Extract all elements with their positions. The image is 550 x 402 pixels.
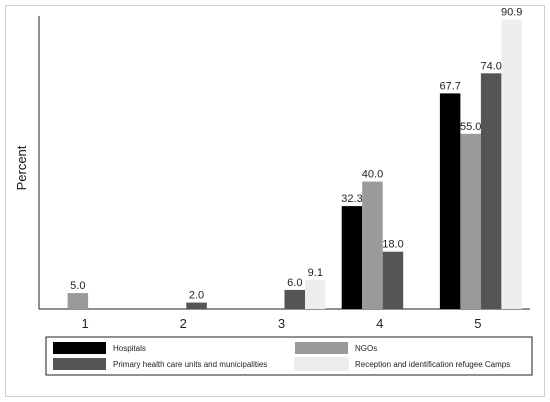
value-label: 90.9 <box>501 7 522 19</box>
legend-box <box>45 336 533 376</box>
bars-group <box>67 19 522 310</box>
value-labels-group: 5.0 2.0 6.0 9.1 32.340.0 18.0 67.7 55.0 74.0 90.9 <box>70 7 522 302</box>
legend-swatch <box>53 342 106 354</box>
legend-label: Primary health care units and municipali… <box>113 360 267 369</box>
bar-chart: Percent 5.02.06.09.132.340.018.067.755.0… <box>14 7 533 376</box>
value-label: 74.0 <box>480 60 501 72</box>
value-label: 18.0 <box>382 239 403 251</box>
bar-3-cat-2 <box>186 302 207 309</box>
bar-3-cat-4 <box>382 251 404 309</box>
value-label: 9.1 <box>308 267 323 279</box>
value-label: 40.0 <box>362 169 383 181</box>
chart-frame: Percent 5.0 2.0 6.0 9.1 32.3 40.0 18.0 67.7 55.0… <box>5 5 545 397</box>
x-tick-label: 3 <box>278 316 285 331</box>
legend-swatch <box>294 357 349 371</box>
bar-2-cat-5 <box>460 133 481 309</box>
legend-label: Hospitals <box>113 344 146 353</box>
bar-2-cat-1 <box>67 293 89 309</box>
x-tick-label: 5 <box>474 316 481 331</box>
value-label: 67.7 <box>439 80 460 92</box>
bar-3-cat-3 <box>284 289 305 309</box>
value-label: 32.3 <box>341 193 362 205</box>
bar-1-cat-5 <box>439 93 461 310</box>
legend-label: Reception and identification refugee Cam… <box>355 360 510 369</box>
bar-1-cat-4 <box>341 206 363 309</box>
value-label: 55.0 <box>460 121 481 133</box>
legend-label: NGOs <box>355 344 377 353</box>
legend-swatch <box>295 342 348 354</box>
value-label: 6.0 <box>287 277 302 289</box>
legend-swatch <box>53 358 106 370</box>
bar-4-cat-3 <box>305 280 326 309</box>
x-tick-label: 2 <box>180 316 187 331</box>
bar-3-cat-5 <box>480 73 502 309</box>
y-axis-label: Percent <box>14 145 29 190</box>
x-tick-label: 4 <box>376 316 383 331</box>
x-tick-label: 1 <box>81 316 88 331</box>
bar-2-cat-4 <box>362 181 383 309</box>
value-label: 2.0 <box>189 290 204 302</box>
bar-4-cat-5 <box>501 19 522 309</box>
plot-area: Percent 5.02.06.09.132.340.018.067.755.0… <box>14 7 530 331</box>
x-tick-labels-group: 1 2 3 4 5 <box>81 316 481 331</box>
value-label: 5.0 <box>70 280 85 292</box>
legend: Hospitals NGOs Primary health care units a… <box>45 336 533 376</box>
